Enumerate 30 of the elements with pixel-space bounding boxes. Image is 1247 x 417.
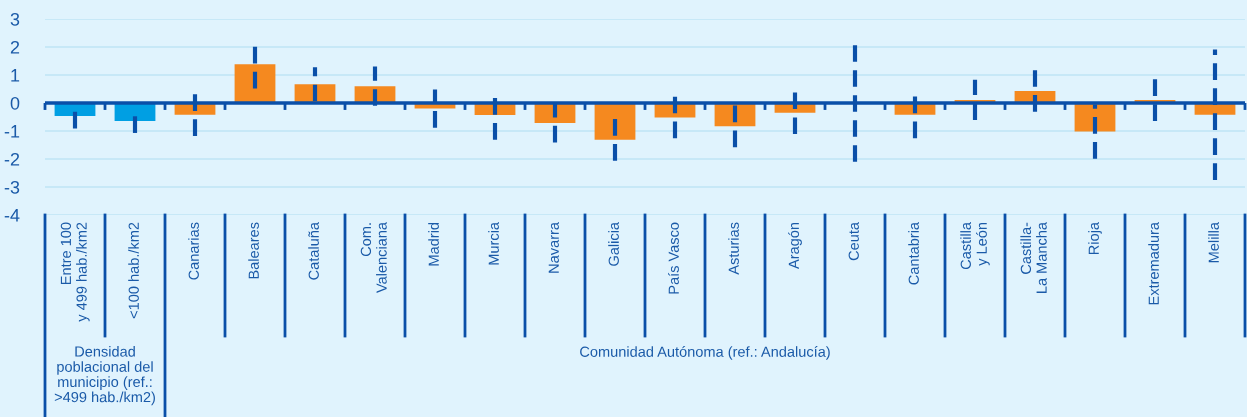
y-tick-label: 0 [10,96,20,110]
x-tick-label: Ceuta [848,222,859,261]
x-tick-label: País Vasco [668,222,679,294]
x-tick-label: Aragón [788,222,802,269]
y-tick-label: 3 [10,12,20,26]
y-tick-label: 2 [10,40,20,54]
x-tick-label: Castilla y León [960,222,990,270]
text: Densidad poblacional del municipio (ref.: >499 hab./km2) [54,346,155,406]
y-tick-label: -4 [4,209,20,222]
text: Comunidad Autónoma (ref.: Andalucía) [580,345,830,360]
x-tick-label: Madrid [428,222,439,266]
x-tick-label: Cantabria [908,222,919,285]
x-tick-label: Cataluña [308,222,319,280]
x-tick-label: Asturias [728,222,739,275]
x-tick-label: Navarra [548,222,559,273]
y-tick-label: -1 [4,125,20,138]
x-tick-label: Entre 100 y 499 hab./km2 [60,222,90,322]
x-tick-label: Murcia [488,222,499,265]
y-tick-label: 1 [11,69,20,82]
x-tick-label: Baleares [248,222,259,279]
x-tick-label: Extremadura [1148,222,1159,305]
x-tick-label: <100 hab./km2 [128,222,139,319]
x-tick-label: Castilla- La Mancha [1020,221,1047,293]
x-tick-label: Rioja [1088,222,1102,255]
y-tick-label: -2 [4,152,20,166]
x-tick-label: Com. Valenciana [360,222,387,294]
x-tick-label: Galicia [608,222,619,266]
x-tick-label: Melilla [1208,222,1219,263]
y-tick-label: -3 [4,180,20,194]
x-tick-label: Canarias [188,222,199,280]
